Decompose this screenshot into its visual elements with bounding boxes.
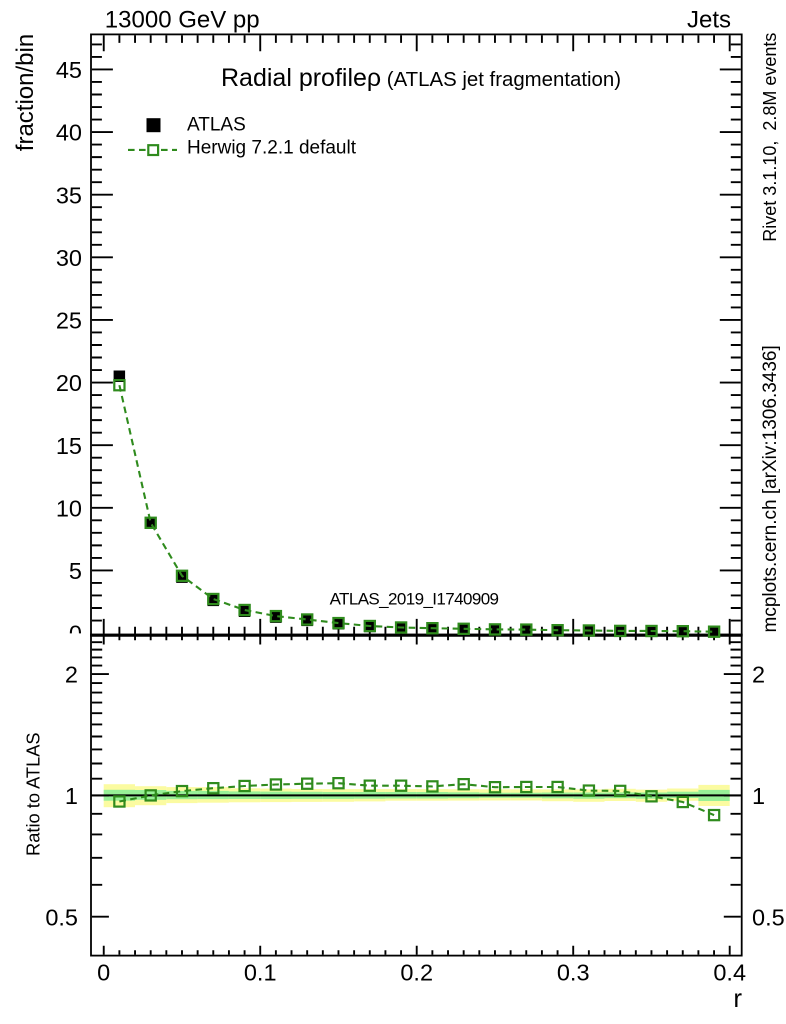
svg-text:fraction/bin: fraction/bin <box>12 34 39 151</box>
svg-text:Ratio to ATLAS: Ratio to ATLAS <box>23 732 44 856</box>
svg-text:Radial profileρ (ATLAS jet fra: Radial profileρ (ATLAS jet fragmentation… <box>221 64 621 92</box>
svg-text:35: 35 <box>56 182 82 208</box>
svg-text:5: 5 <box>69 558 82 584</box>
svg-text:15: 15 <box>56 433 82 459</box>
svg-text:0: 0 <box>69 621 82 647</box>
svg-text:0.5: 0.5 <box>752 904 785 930</box>
svg-text:ATLAS: ATLAS <box>187 114 246 135</box>
svg-text:0: 0 <box>97 960 110 986</box>
svg-text:Rivet 3.1.10, 2.8M events: Rivet 3.1.10, 2.8M events <box>760 33 780 242</box>
svg-text:0.5: 0.5 <box>45 904 78 930</box>
svg-text:r: r <box>733 983 742 1013</box>
svg-text:25: 25 <box>56 308 82 334</box>
svg-text:13000 GeV pp: 13000 GeV pp <box>105 7 260 34</box>
svg-text:Herwig 7.2.1 default: Herwig 7.2.1 default <box>187 137 357 158</box>
svg-text:45: 45 <box>56 57 82 83</box>
svg-text:0.4: 0.4 <box>713 960 746 986</box>
svg-text:ATLAS_2019_I1740909: ATLAS_2019_I1740909 <box>330 590 499 609</box>
svg-text:0.3: 0.3 <box>557 960 590 986</box>
svg-text:2: 2 <box>65 662 78 688</box>
svg-text:30: 30 <box>56 245 82 271</box>
svg-text:2: 2 <box>752 662 765 688</box>
svg-text:20: 20 <box>56 370 82 396</box>
svg-text:0.1: 0.1 <box>244 960 277 986</box>
svg-text:0.2: 0.2 <box>400 960 433 986</box>
svg-text:Jets: Jets <box>687 7 731 34</box>
svg-text:1: 1 <box>752 783 765 809</box>
svg-text:10: 10 <box>56 495 82 521</box>
svg-text:1: 1 <box>65 783 78 809</box>
svg-text:mcplots.cern.ch [arXiv:1306.34: mcplots.cern.ch [arXiv:1306.3436] <box>760 345 781 632</box>
svg-text:40: 40 <box>56 120 82 146</box>
